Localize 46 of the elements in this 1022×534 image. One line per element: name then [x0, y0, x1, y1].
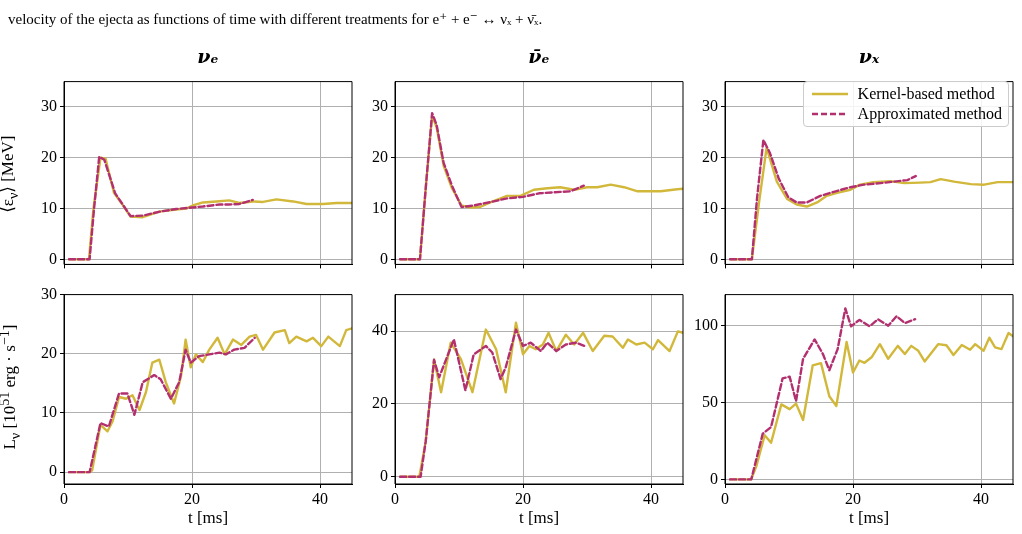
- y-tick-label: 10: [702, 198, 718, 216]
- y-tick-label: 0: [710, 469, 718, 487]
- line-series: [728, 307, 917, 481]
- line-series: [398, 111, 585, 261]
- y-tick-label: 30: [372, 97, 388, 115]
- x-axis-title: t [ms]: [186, 508, 230, 528]
- y-tick-label: 10: [41, 403, 57, 421]
- x-tick-label: 40: [643, 489, 659, 507]
- y-tick-label: 10: [41, 198, 57, 216]
- line-series: [728, 138, 917, 261]
- chart-title: νₓ: [857, 45, 881, 67]
- y-tick-label: 30: [41, 97, 57, 115]
- line-series: [67, 336, 256, 474]
- chart-title: ν̄ₑ: [527, 45, 551, 67]
- x-tick-label: 40: [973, 489, 989, 507]
- line-series: [67, 155, 254, 261]
- legend-label: Kernel-based method: [857, 84, 995, 104]
- y-tick-label: 50: [702, 392, 718, 410]
- x-tick-label: 20: [515, 489, 531, 507]
- text: velocity of the ejecta as functions of time with different treatments for e⁺ + e⁻ ↔ νₓ + ν̄ₓ.: [8, 10, 543, 28]
- x-tick-label: 0: [60, 489, 68, 507]
- x-tick-label: 0: [721, 489, 729, 507]
- y-tick-label: 30: [41, 284, 57, 302]
- y-tick-label: 0: [380, 249, 388, 267]
- y-tick-label: 0: [710, 249, 718, 267]
- y-tick-label: 30: [702, 97, 718, 115]
- y-tick-label: 10: [372, 198, 388, 216]
- x-tick-label: 0: [391, 489, 399, 507]
- y-tick-label: 40: [372, 321, 388, 339]
- x-axis-title: t [ms]: [847, 508, 891, 528]
- y-tick-label: 0: [380, 466, 388, 484]
- y-tick-label: 20: [372, 147, 388, 165]
- x-tick-label: 20: [845, 489, 861, 507]
- y-tick-label: 20: [41, 147, 57, 165]
- x-axis-title: t [ms]: [517, 508, 561, 528]
- line-series: [398, 328, 586, 478]
- y-tick-label: 20: [702, 147, 718, 165]
- chart-title: νₑ: [196, 45, 220, 67]
- y-tick-label: 20: [41, 343, 57, 361]
- y-tick-label: 100: [694, 315, 718, 333]
- x-tick-label: 20: [184, 489, 200, 507]
- legend-label: Approximated method: [857, 104, 1002, 124]
- x-tick-label: 40: [312, 489, 328, 507]
- y-tick-label: 0: [49, 249, 57, 267]
- y-tick-label: 0: [49, 462, 57, 480]
- y-tick-label: 20: [372, 394, 388, 412]
